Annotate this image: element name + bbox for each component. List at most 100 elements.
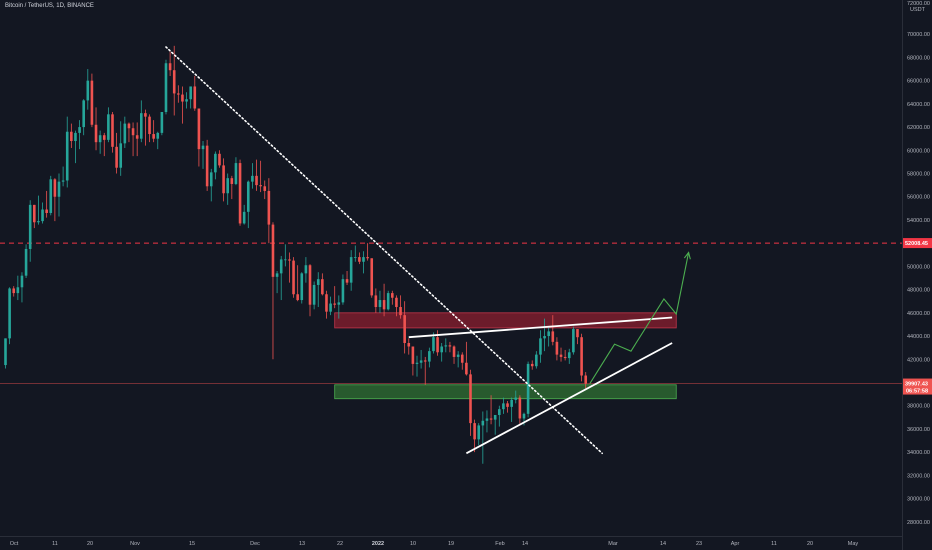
candle-body[interactable]: [271, 224, 275, 277]
candle-body[interactable]: [28, 204, 32, 249]
candle-body[interactable]: [378, 300, 382, 308]
candle-body[interactable]: [551, 331, 555, 342]
candle-body[interactable]: [152, 134, 155, 139]
candle-body[interactable]: [214, 153, 217, 173]
candle-body[interactable]: [428, 351, 431, 362]
candle-body[interactable]: [465, 362, 468, 375]
candle-body[interactable]: [559, 354, 563, 357]
rising-support-trendline[interactable]: [465, 342, 673, 455]
candle-body[interactable]: [567, 352, 571, 359]
candle-body[interactable]: [493, 414, 497, 420]
candle-body[interactable]: [242, 211, 246, 224]
candle-body[interactable]: [498, 409, 501, 415]
candle-body[interactable]: [308, 265, 312, 305]
candle-body[interactable]: [539, 338, 542, 355]
candle-body[interactable]: [8, 288, 11, 339]
candle-body[interactable]: [177, 93, 180, 95]
candle-body[interactable]: [415, 362, 419, 364]
candle-body[interactable]: [510, 399, 513, 407]
candle-body[interactable]: [24, 248, 28, 276]
candle-body[interactable]: [4, 338, 7, 366]
candle-body[interactable]: [148, 116, 151, 135]
candle-body[interactable]: [189, 86, 192, 100]
candle-body[interactable]: [53, 179, 57, 197]
candle-body[interactable]: [255, 175, 258, 186]
candle-body[interactable]: [432, 337, 435, 352]
candle-body[interactable]: [94, 124, 98, 143]
candle-body[interactable]: [399, 307, 402, 316]
candle-body[interactable]: [337, 302, 341, 305]
candle-body[interactable]: [572, 329, 575, 353]
candle-body[interactable]: [139, 113, 143, 139]
candle-body[interactable]: [164, 63, 168, 112]
candle-body[interactable]: [316, 279, 320, 285]
candle-body[interactable]: [20, 275, 24, 288]
candle-body[interactable]: [329, 303, 332, 312]
candle-body[interactable]: [518, 397, 522, 419]
candle-body[interactable]: [234, 163, 238, 184]
candle-body[interactable]: [522, 413, 526, 419]
candle-body[interactable]: [193, 86, 197, 109]
candle-body[interactable]: [460, 354, 464, 363]
candle-body[interactable]: [477, 425, 481, 440]
candle-body[interactable]: [386, 293, 390, 310]
candle-body[interactable]: [473, 423, 476, 440]
candle-body[interactable]: [168, 63, 172, 71]
candle-body[interactable]: [436, 337, 439, 353]
candle-body[interactable]: [74, 132, 77, 142]
candle-body[interactable]: [370, 258, 374, 296]
candle-body[interactable]: [358, 257, 361, 262]
candle-body[interactable]: [444, 345, 448, 347]
candle-body[interactable]: [395, 297, 398, 308]
candle-body[interactable]: [300, 273, 304, 301]
descending-dotted-trendline[interactable]: [165, 46, 603, 455]
candle-body[interactable]: [514, 397, 518, 400]
candle-body[interactable]: [506, 403, 509, 407]
candle-body[interactable]: [61, 180, 65, 182]
candle-body[interactable]: [296, 294, 299, 301]
candle-body[interactable]: [448, 345, 452, 347]
candle-body[interactable]: [543, 336, 546, 339]
candle-body[interactable]: [181, 94, 184, 102]
candle-body[interactable]: [526, 363, 530, 414]
candle-body[interactable]: [263, 186, 267, 191]
candle-body[interactable]: [362, 257, 365, 262]
candle-body[interactable]: [374, 295, 378, 308]
candle-body[interactable]: [403, 315, 406, 344]
candle-body[interactable]: [115, 146, 118, 168]
candle-body[interactable]: [349, 257, 353, 283]
candle-body[interactable]: [98, 135, 102, 143]
candle-body[interactable]: [226, 178, 230, 194]
candle-body[interactable]: [102, 135, 106, 140]
candle-body[interactable]: [111, 114, 114, 147]
candle-body[interactable]: [284, 259, 287, 261]
candle-body[interactable]: [275, 273, 279, 277]
candle-body[interactable]: [489, 418, 493, 420]
candle-body[interactable]: [279, 259, 283, 274]
candle-body[interactable]: [535, 354, 538, 367]
candle-body[interactable]: [288, 259, 291, 261]
candle-body[interactable]: [530, 363, 534, 367]
candle-body[interactable]: [37, 221, 40, 223]
candle-body[interactable]: [481, 420, 485, 426]
demand-zone[interactable]: [334, 384, 677, 400]
candle-body[interactable]: [251, 175, 254, 182]
candle-body[interactable]: [82, 100, 85, 128]
candle-body[interactable]: [201, 145, 205, 150]
candle-body[interactable]: [366, 257, 369, 259]
candle-body[interactable]: [78, 127, 81, 133]
candle-body[interactable]: [440, 346, 443, 353]
candle-body[interactable]: [49, 179, 53, 213]
candle-body[interactable]: [156, 132, 160, 139]
candle-body[interactable]: [304, 265, 308, 274]
candle-body[interactable]: [407, 343, 411, 347]
candle-body[interactable]: [469, 374, 472, 424]
candle-body[interactable]: [205, 145, 209, 187]
candle-body[interactable]: [45, 209, 48, 213]
candle-body[interactable]: [209, 172, 213, 187]
candle-body[interactable]: [325, 294, 328, 312]
candle-body[interactable]: [144, 113, 147, 117]
candle-body[interactable]: [353, 257, 357, 258]
candle-body[interactable]: [123, 123, 127, 144]
